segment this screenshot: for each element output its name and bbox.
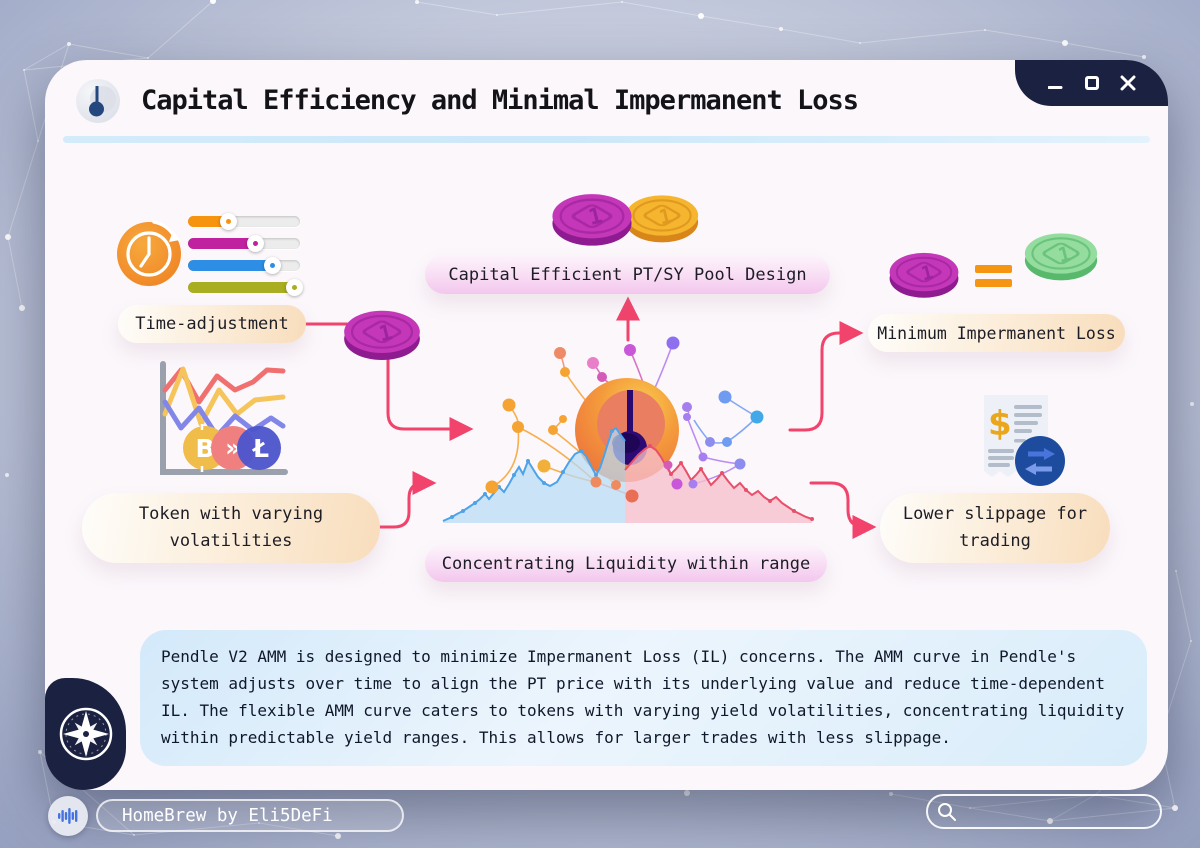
minimize-icon (1048, 85, 1063, 89)
compass-icon (59, 707, 112, 761)
voice-waveform-icon (58, 808, 78, 824)
green-coin-icon: 1 (1024, 233, 1098, 281)
maximize-icon (1084, 76, 1099, 90)
title-divider (63, 136, 1150, 143)
window-controls (1015, 60, 1168, 106)
node-time-adjustment: Time-adjustment (118, 305, 306, 343)
svg-text:Ł: Ł (251, 434, 269, 463)
close-icon (1120, 75, 1135, 91)
close-button[interactable] (1120, 75, 1136, 91)
node-label: Token with varying (138, 504, 324, 524)
svg-text:»: » (225, 434, 241, 462)
pendulum-gauge-icon (76, 79, 120, 123)
purple-coin-icon: 1 (552, 194, 632, 246)
node-concentrating-liquidity: Concentrating Liquidity within range (425, 545, 827, 582)
network-nodes-front (485, 452, 746, 503)
node-capital-efficient: Capital Efficient PT/SY Pool Design (425, 255, 830, 294)
slider-magenta (188, 235, 300, 252)
slider-orange (188, 213, 300, 230)
node-token-volatility: Token with varying volatilities (82, 493, 380, 563)
flow-connectors (303, 296, 877, 539)
corner-compass-block (45, 678, 126, 790)
volatility-chart-icon: B » Ł (160, 361, 288, 475)
coin-numeral: 1 (657, 203, 675, 229)
search-icon (938, 802, 956, 821)
page-title: Capital Efficiency and Minimal Impermane… (141, 85, 859, 116)
node-label: trading (959, 531, 1031, 551)
node-label: volatilities (169, 531, 293, 551)
coin-numeral: 1 (1056, 241, 1074, 267)
infographic-window: Capital Efficiency and Minimal Impermane… (45, 60, 1168, 790)
svg-text:B: B (195, 434, 214, 463)
liquidity-range-chart (442, 426, 814, 523)
amm-gauge-network-visual (442, 336, 814, 523)
litecoin-icon: Ł (237, 426, 281, 470)
clock-icon (117, 220, 181, 286)
purple-coin-small-icon: 1 (344, 310, 420, 361)
node-label: Capital Efficient PT/SY Pool Design (448, 264, 807, 285)
slider-olive (188, 279, 304, 296)
receipt-swap-icon: $ (984, 395, 1065, 486)
coin-numeral: 1 (376, 319, 394, 346)
node-label: Time-adjustment (135, 314, 289, 334)
node-label: Minimum Impermanent Loss (877, 323, 1116, 343)
equals-icon (975, 265, 1012, 287)
node-label: Concentrating Liquidity within range (441, 553, 811, 574)
coin-numeral: 1 (919, 260, 936, 285)
credit-badge: HomeBrew by Eli5DeFi (96, 799, 404, 832)
node-lower-slippage: Lower slippage for trading (880, 493, 1110, 563)
search-box[interactable] (926, 794, 1162, 829)
maximize-button[interactable] (1084, 75, 1100, 91)
slider-blue (188, 257, 300, 274)
network-nodes (502, 336, 764, 447)
credit-text: HomeBrew by Eli5DeFi (122, 805, 333, 826)
description-panel: Pendle V2 AMM is designed to minimize Im… (140, 630, 1147, 766)
search-input[interactable] (958, 801, 1152, 822)
description-text: Pendle V2 AMM is designed to minimize Im… (161, 647, 1125, 747)
minimize-button[interactable] (1048, 75, 1064, 91)
purple-coin-right-icon: 1 (889, 252, 959, 298)
node-label: Lower slippage for (902, 504, 1088, 524)
coin-numeral: 1 (586, 203, 605, 230)
audio-button[interactable] (48, 796, 88, 836)
svg-text:$: $ (988, 404, 1012, 444)
node-minimum-impermanent-loss: Minimum Impermanent Loss (868, 314, 1125, 352)
orange-coin-icon: 1 (625, 195, 699, 243)
